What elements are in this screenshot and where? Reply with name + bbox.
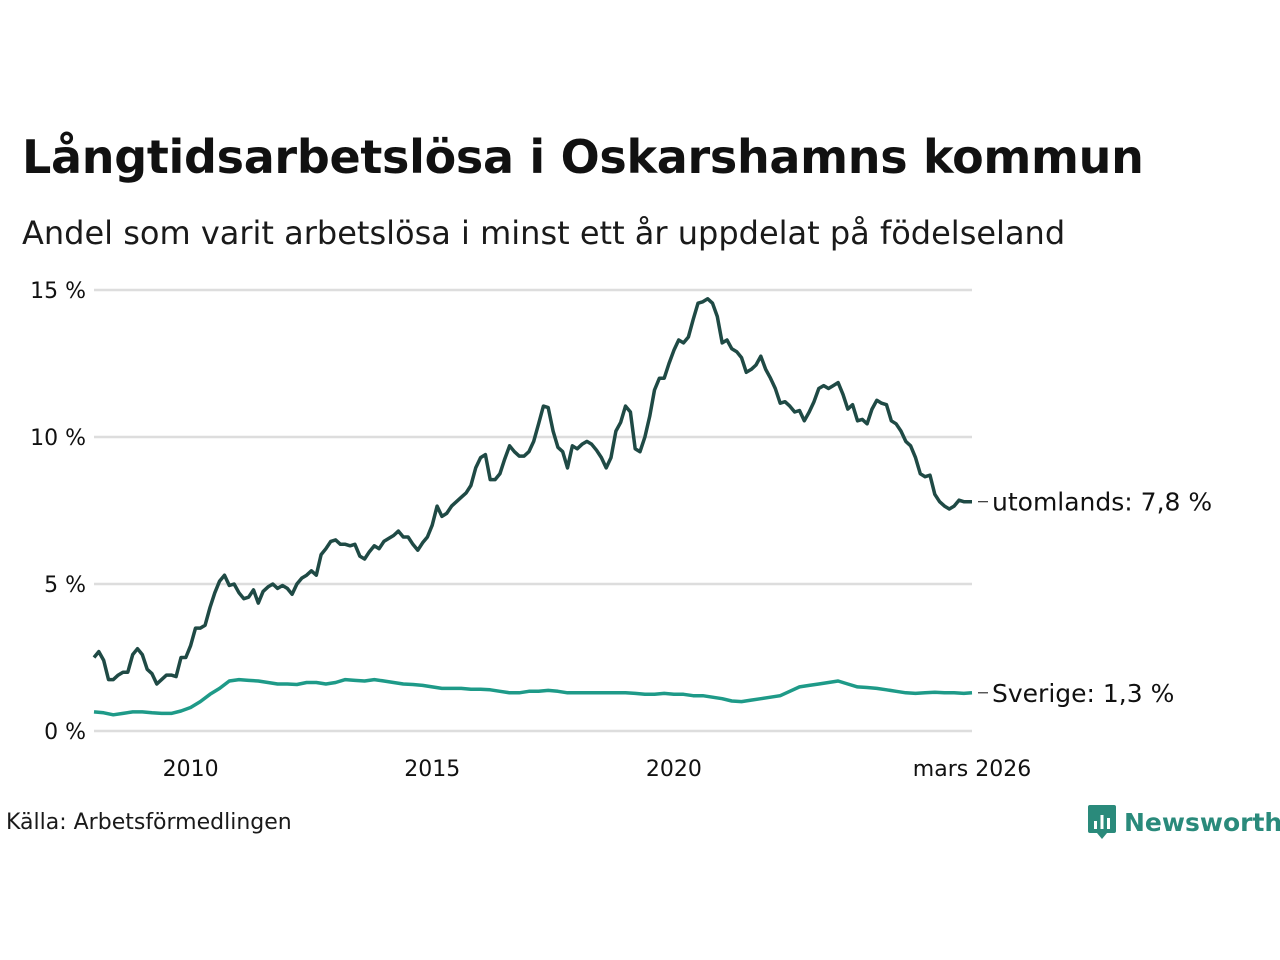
- y-tick-label: 5 %: [44, 573, 86, 598]
- series-end-labels: utomlands: 7,8 % Sverige: 1,3 %: [978, 488, 1212, 708]
- x-tick-label: mars 2026: [913, 757, 1031, 782]
- chart-subtitle: Andel som varit arbetslösa i minst ett å…: [22, 214, 1066, 252]
- y-axis-ticks: 0 % 5 % 10 % 15 %: [30, 279, 86, 745]
- y-tick-label: 0 %: [44, 720, 86, 745]
- grid-lines: [94, 288, 972, 733]
- x-tick-label: 2010: [163, 757, 219, 782]
- line-chart: 0 % 5 % 10 % 15 % 2010 2015 2020 mars 2026 uto…: [30, 279, 1212, 782]
- series-end-label: utomlands: 7,8 %: [992, 488, 1212, 517]
- brand-name: Newsworthy: [1124, 807, 1280, 837]
- x-tick-label: 2015: [404, 757, 460, 782]
- chart-title: Långtidsarbetslösa i Oskarshamns kommun: [22, 130, 1144, 184]
- series-line-utomlands: [92, 297, 972, 686]
- source-note: Källa: Arbetsförmedlingen: [6, 810, 292, 835]
- x-tick-label: 2020: [646, 757, 702, 782]
- brand-logo: Newsworthy: [1088, 804, 1280, 840]
- y-tick-label: 10 %: [30, 426, 86, 451]
- y-tick-label: 15 %: [30, 279, 86, 304]
- series-line-sverige: [93, 677, 973, 717]
- series-lines: [92, 297, 973, 717]
- series-end-label: Sverige: 1,3 %: [992, 679, 1174, 708]
- bar-chart-icon: [1088, 805, 1116, 839]
- x-axis-ticks: 2010 2015 2020 mars 2026: [163, 757, 1032, 782]
